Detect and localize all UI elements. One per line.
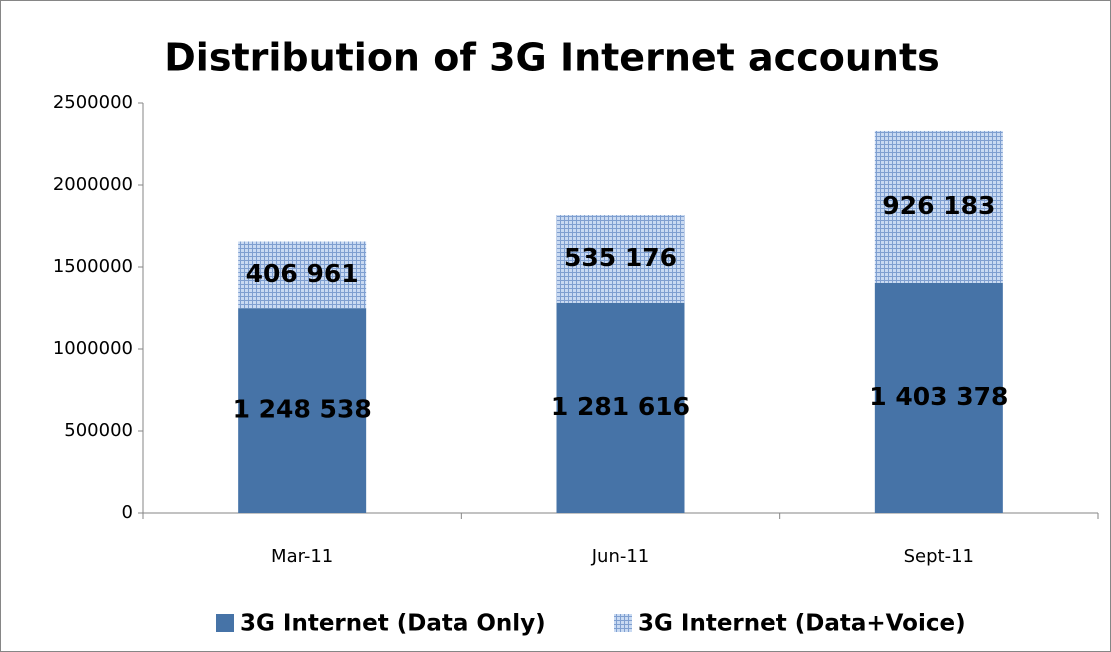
data-label: 1 281 616 — [551, 392, 690, 421]
data-label: 535 176 — [564, 243, 677, 272]
y-tick-label: 1500000 — [53, 256, 133, 277]
legend-label: 3G Internet (Data Only) — [240, 611, 546, 637]
y-tick-label: 2000000 — [53, 174, 133, 195]
x-tick-label: Sept-11 — [904, 546, 974, 567]
bar-segment — [556, 215, 685, 303]
y-tick-label: 0 — [122, 502, 133, 523]
chart-title: Distribution of 3G Internet accounts — [164, 36, 939, 80]
x-tick-label: Mar-11 — [271, 546, 333, 567]
bar-segment — [874, 282, 1003, 513]
bar-segment — [874, 130, 1003, 283]
legend-swatch — [614, 614, 632, 632]
data-label: 926 183 — [882, 191, 995, 220]
data-label: 1 403 378 — [869, 382, 1008, 411]
bar-segment — [556, 302, 685, 513]
legend-label: 3G Internet (Data+Voice) — [638, 611, 966, 637]
bar-segment — [238, 241, 367, 309]
legend-swatch — [216, 614, 234, 632]
y-tick-label: 500000 — [64, 420, 133, 441]
y-tick-label: 2500000 — [53, 92, 133, 113]
y-tick-label: 1000000 — [53, 338, 133, 359]
data-label: 1 248 538 — [233, 395, 372, 424]
bar-segment — [238, 308, 367, 513]
x-tick-label: Jun-11 — [591, 546, 650, 567]
data-label: 406 961 — [246, 259, 359, 288]
